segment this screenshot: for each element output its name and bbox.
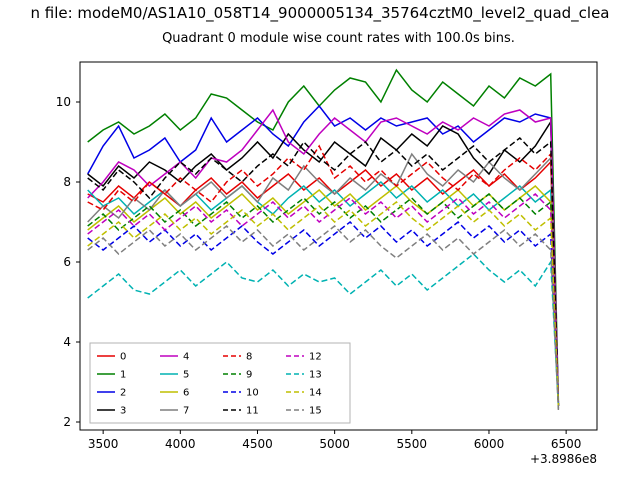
series-line-12: [87, 192, 560, 407]
legend-label-7: 7: [183, 406, 189, 417]
x-axis-offset-label: +3.8986e8: [530, 452, 597, 466]
y-tick-label: 6: [63, 255, 71, 269]
figure-suptitle: n file: modeM0/AS1A10_058T14_9000005134_…: [30, 4, 610, 22]
legend-label-15: 15: [309, 406, 322, 417]
series-line-4: [87, 108, 560, 407]
legend-label-3: 3: [120, 406, 126, 417]
x-tick-label: 4500: [242, 437, 273, 451]
series-line-1: [87, 68, 560, 403]
series-line-14: [87, 200, 560, 407]
y-tick-label: 2: [63, 415, 71, 429]
series-line-10: [87, 220, 560, 407]
series-line-11: [87, 136, 560, 411]
legend-box: [89, 342, 351, 424]
x-tick-label: 6000: [474, 437, 505, 451]
legend-label-13: 13: [309, 370, 322, 381]
x-tick-label: 5500: [397, 437, 428, 451]
legend-label-10: 10: [246, 388, 259, 399]
legend-label-5: 5: [183, 370, 189, 381]
legend-label-0: 0: [120, 352, 126, 363]
series-line-8: [87, 144, 560, 407]
series-line-2: [87, 104, 560, 407]
x-tick-label: 4000: [165, 437, 196, 451]
series-line-9: [87, 192, 560, 407]
legend-label-11: 11: [246, 406, 259, 417]
legend-label-12: 12: [309, 352, 322, 363]
legend-label-2: 2: [120, 388, 126, 399]
series-line-15: [87, 224, 560, 411]
y-tick-label: 8: [63, 175, 71, 189]
x-tick-label: 6500: [551, 437, 582, 451]
legend-label-4: 4: [183, 352, 189, 363]
series-line-7: [87, 152, 560, 407]
legend-label-6: 6: [183, 388, 189, 399]
x-tick-label: 3500: [88, 437, 119, 451]
y-tick-label: 10: [56, 95, 71, 109]
legend-label-9: 9: [246, 370, 252, 381]
x-tick-label: 5000: [319, 437, 350, 451]
legend-label-14: 14: [309, 388, 322, 399]
series-line-13: [87, 252, 560, 407]
axes-title: Quadrant 0 module wise count rates with …: [162, 31, 515, 46]
legend-label-8: 8: [246, 352, 252, 363]
legend-label-1: 1: [120, 370, 126, 381]
y-tick-label: 4: [63, 335, 71, 349]
axes-frame: [79, 61, 598, 431]
